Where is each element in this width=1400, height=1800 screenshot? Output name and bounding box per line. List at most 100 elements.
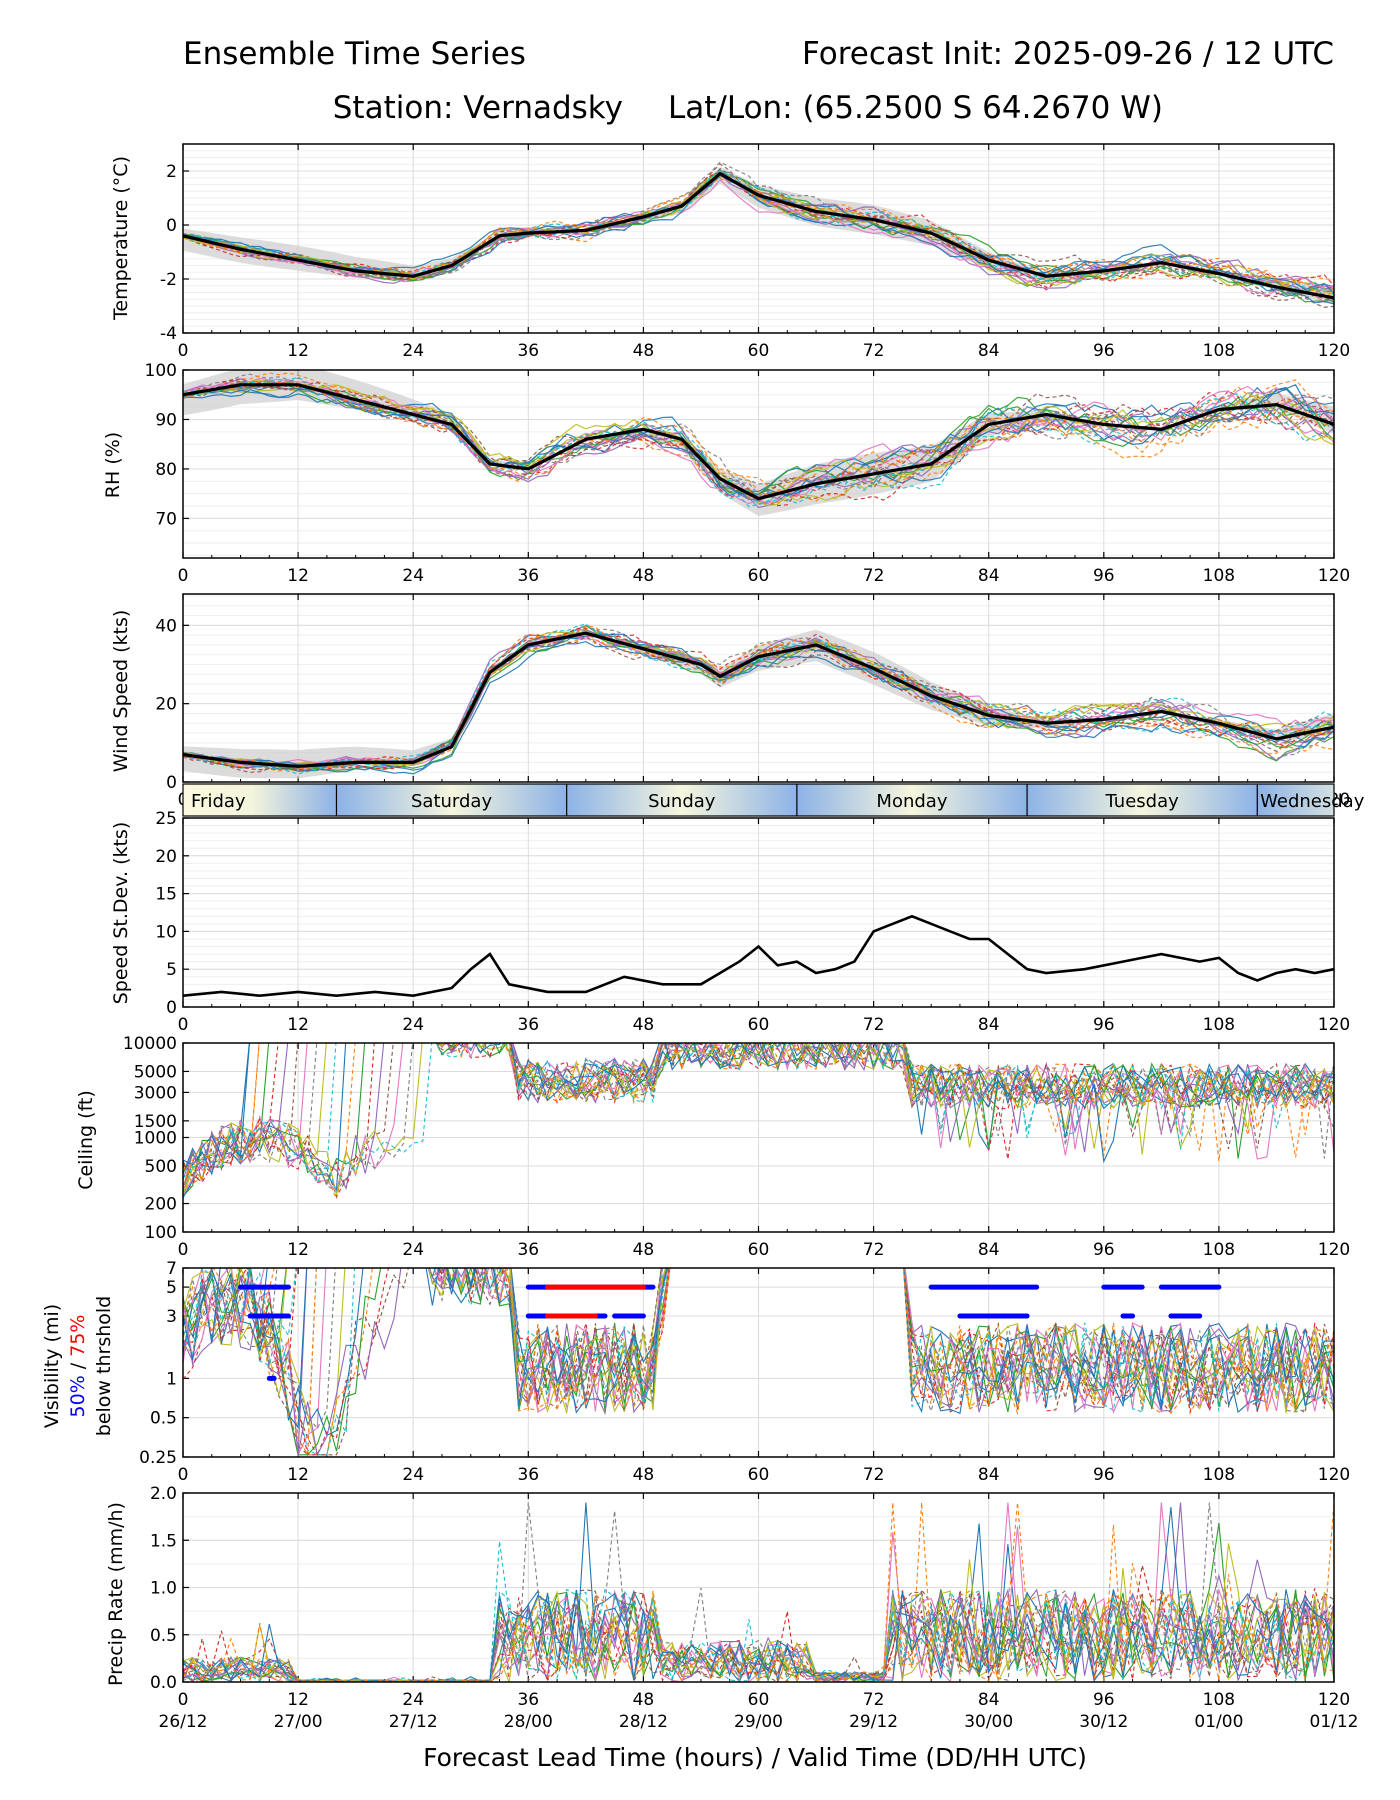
y-tick-label: 80 (155, 460, 177, 480)
visibility-member-line (183, 1268, 1334, 1430)
x-tick-label: 108 (1203, 1015, 1235, 1035)
valid-time-label: 29/00 (734, 1712, 783, 1732)
ensemble-mean-line (183, 171, 1334, 300)
x-tick-label: 36 (517, 1240, 539, 1260)
ylabel-precip: Precip Rate (mm/h) (105, 1502, 127, 1686)
vis-50pct-label: 50% (67, 1375, 89, 1417)
x-tick-label: 72 (863, 566, 885, 586)
x-tick-label: 108 (1203, 1240, 1235, 1260)
x-tick-label: 24 (402, 566, 424, 586)
y-tick-label: 10000 (123, 1034, 177, 1054)
day-label: Friday (191, 791, 246, 812)
ylabel-visibility-line3: below thrshold (93, 1296, 115, 1436)
valid-time-label: 30/00 (964, 1712, 1013, 1732)
visibility-member-line (183, 1268, 1334, 1412)
y-tick-label: 1500 (134, 1112, 177, 1132)
stdev-line (182, 914, 1335, 998)
precip-member-line (183, 1588, 1334, 1682)
x-tick-label: 48 (633, 1015, 655, 1035)
y-tick-label: 0.25 (139, 1448, 177, 1468)
valid-time-label: 28/12 (619, 1712, 668, 1732)
x-tick-label: 60 (748, 341, 770, 361)
day-cell (796, 784, 1028, 816)
x-tick-label: 12 (287, 341, 309, 361)
panel-temperature-ylabel: Temperature (°C) (110, 156, 132, 321)
valid-time-label: 26/12 (159, 1712, 208, 1732)
ceiling-member-line (183, 1043, 1334, 1196)
x-tick-label: 96 (1093, 341, 1115, 361)
x-tick-label: 24 (402, 1240, 424, 1260)
panel-wind_speed: 0204001224364860728496108120 (155, 593, 1350, 810)
x-tick-label: 60 (748, 1465, 770, 1485)
x-tick-label: 60 (748, 1240, 770, 1260)
ensemble-mean-line (183, 631, 1334, 768)
x-tick-label: 48 (633, 1690, 655, 1710)
day-cell (1027, 784, 1258, 816)
ceiling-member-line (183, 1043, 1334, 1194)
x-tick-label: 48 (633, 566, 655, 586)
x-tick-label: 24 (402, 1690, 424, 1710)
y-tick-label: 0.0 (150, 1673, 177, 1693)
x-tick-label: 0 (178, 1465, 189, 1485)
x-tick-label: 84 (978, 341, 1000, 361)
y-tick-label: 100 (145, 1223, 177, 1243)
ensemble-member-line (183, 630, 1334, 770)
x-tick-label: 120 (1318, 1240, 1350, 1260)
y-tick-label: 200 (145, 1195, 177, 1215)
x-tick-label: 120 (1318, 566, 1350, 586)
day-cell (1257, 784, 1334, 816)
ensemble-member-line (183, 379, 1334, 506)
day-band-frame (182, 783, 1335, 817)
x-axis-title: Forecast Lead Time (hours) / Valid Time … (423, 1743, 1087, 1772)
day-band: Friday Saturday Sunday Monday Tuesday Wednesd… (182, 783, 1365, 817)
x-tick-label: 24 (402, 341, 424, 361)
valid-time-label: 30/12 (1079, 1712, 1128, 1732)
x-tick-label: 72 (863, 1690, 885, 1710)
precip-member-line (183, 1563, 1334, 1682)
ylabel-ceiling: Ceiling (ft) (75, 1090, 97, 1190)
x-tick-label: 12 (287, 566, 309, 586)
ylabel-visibility-line2: 50% / 75% (67, 1315, 89, 1418)
ceiling-member-line (183, 1043, 1334, 1176)
station-latlon: Lat/Lon: (65.2500 S 64.2670 W) (668, 90, 1163, 126)
precip-member-line (183, 1507, 1334, 1682)
visibility-member-line (183, 1268, 1334, 1455)
x-tick-label: 12 (287, 1690, 309, 1710)
day-label: Sunday (648, 791, 716, 812)
x-tick-label: 84 (978, 566, 1000, 586)
y-tick-label: 0.5 (150, 1409, 177, 1429)
panel-frame (182, 817, 1335, 1008)
ensemble-member-line (183, 623, 1334, 768)
x-tick-label: 120 (1318, 1015, 1350, 1035)
y-tick-label: 1.0 (150, 1579, 177, 1599)
y-tick-label: 1.5 (150, 1531, 177, 1551)
y-tick-label: 3000 (134, 1083, 177, 1103)
x-tick-label: 24 (402, 1015, 424, 1035)
panel-frame (182, 593, 1335, 783)
valid-time-label: 29/12 (849, 1712, 898, 1732)
y-tick-label: 0.5 (150, 1626, 177, 1646)
band-inner: Friday Saturday Sunday Monday Tuesday (183, 784, 1334, 816)
x-tick-label: 120 (1318, 1690, 1350, 1710)
ensemble-member-line (183, 380, 1334, 496)
x-tick-label: 12 (287, 1240, 309, 1260)
y-tick-label: 500 (145, 1157, 177, 1177)
x-tick-label: 12 (287, 1015, 309, 1035)
ensemble-mean-line (183, 383, 1334, 501)
x-tick-label: 36 (517, 566, 539, 586)
y-tick-label: 25 (155, 809, 177, 829)
panel-frame (182, 369, 1335, 559)
ceiling-member-line (183, 1043, 1334, 1192)
visibility-member-line (183, 1268, 1334, 1415)
x-tick-label: 120 (1318, 341, 1350, 361)
x-tick-label: 84 (978, 1240, 1000, 1260)
ensemble-member-line (183, 377, 1334, 502)
x-tick-label: 120 (1318, 1465, 1350, 1485)
x-tick-label: 12 (287, 1465, 309, 1485)
x-tick-label: 0 (178, 1690, 189, 1710)
ceiling-member-line (183, 1043, 1334, 1198)
x-tick-label: 96 (1093, 1015, 1115, 1035)
